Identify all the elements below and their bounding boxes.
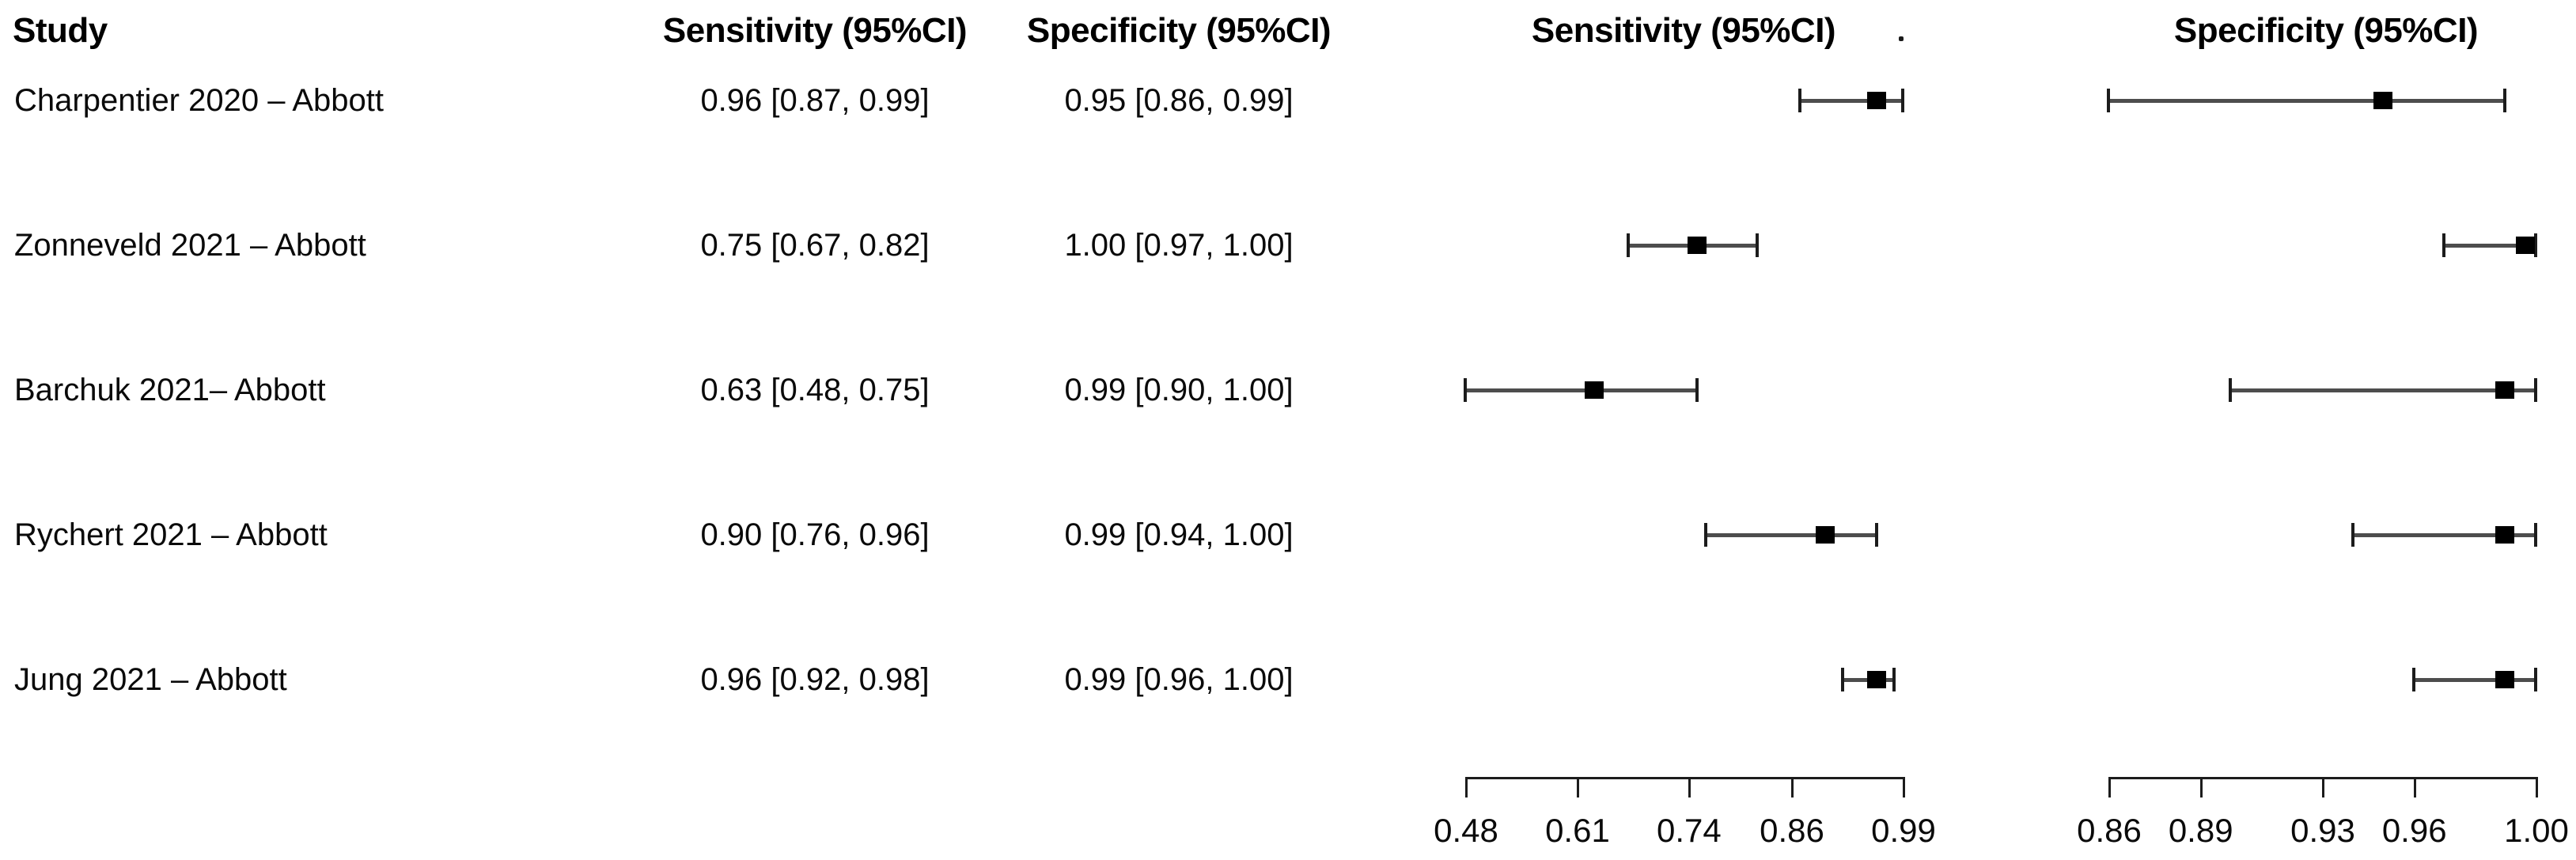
stray-dot (1899, 36, 1904, 41)
sensitivity-value: 0.96 [0.87, 0.99] (700, 82, 930, 118)
specificity-axis-tick-label: 0.96 (2381, 812, 2447, 849)
specificity-ci-cap-high (2534, 523, 2537, 547)
sensitivity-ci-cap-high (1695, 378, 1699, 402)
specificity-ci-cap-low (2229, 378, 2233, 402)
specificity-axis-tick-label: 0.86 (2077, 812, 2142, 849)
sensitivity-axis-tick-label: 0.74 (1657, 812, 1722, 849)
specificity-estimate-marker (2495, 671, 2515, 688)
specificity-plot-header: Specificity (95%CI) (2173, 11, 2479, 50)
sensitivity-ci-cap-low (1627, 233, 1631, 257)
specificity-value: 1.00 [0.97, 1.00] (1064, 227, 1294, 263)
specificity-axis-tick (2536, 777, 2538, 797)
sensitivity-ci-cap-low (1841, 668, 1845, 691)
sensitivity-value: 0.90 [0.76, 0.96] (700, 517, 930, 552)
sensitivity-estimate-marker (1687, 237, 1707, 254)
specificity-value: 0.99 [0.90, 1.00] (1064, 372, 1294, 407)
sensitivity-axis-tick (1688, 777, 1691, 797)
sensitivity-axis-tick-label: 0.48 (1434, 812, 1498, 849)
sensitivity-estimate-marker (1867, 92, 1887, 109)
sensitivity-ci-line (1705, 533, 1877, 537)
study-name: Charpentier 2020 – Abbott (14, 82, 385, 118)
sensitivity-value: 0.63 [0.48, 0.75] (700, 372, 930, 407)
specificity-estimate-marker (2373, 92, 2393, 109)
sensitivity-value: 0.96 [0.92, 0.98] (700, 661, 930, 697)
specificity-estimate-marker (2495, 526, 2515, 544)
sensitivity-ci-cap-low (1703, 523, 1707, 547)
specificity-ci-line (2444, 244, 2536, 248)
specificity-axis-tick-label: 1.00 (2504, 812, 2569, 849)
specificity-ci-cap-high (2534, 378, 2537, 402)
specificity-value: 0.99 [0.94, 1.00] (1064, 517, 1294, 552)
specificity-ci-cap-low (2442, 233, 2446, 257)
study-name: Rychert 2021 – Abbott (14, 517, 328, 552)
sensitivity-ci-line (1799, 99, 1903, 103)
study-name: Jung 2021 – Abbott (14, 661, 287, 697)
sensitivity-ci-cap-high (1755, 233, 1759, 257)
sensitivity-column-header: Sensitivity (95%CI) (662, 11, 968, 50)
sensitivity-axis-tick (1465, 777, 1468, 797)
sensitivity-estimate-marker (1584, 381, 1604, 399)
study-column-header: Study (13, 11, 108, 50)
sensitivity-estimate-marker (1816, 526, 1835, 544)
specificity-ci-cap-high (2534, 668, 2537, 691)
sensitivity-ci-line (1465, 388, 1697, 392)
sensitivity-axis-tick-label: 0.61 (1545, 812, 1610, 849)
specificity-ci-line (2230, 388, 2536, 392)
specificity-column-header: Specificity (95%CI) (1026, 11, 1332, 50)
sensitivity-plot-header: Sensitivity (95%CI) (1531, 11, 1836, 50)
specificity-axis-tick (2322, 777, 2324, 797)
study-name: Zonneveld 2021 – Abbott (14, 227, 366, 263)
specificity-ci-line (2352, 533, 2536, 537)
specificity-ci-cap-low (2411, 668, 2415, 691)
sensitivity-axis-tick (1903, 777, 1905, 797)
sensitivity-axis-tick-label: 0.99 (1871, 812, 1936, 849)
specificity-axis-tick (2199, 777, 2203, 797)
sensitivity-ci-cap-low (1464, 378, 1467, 402)
sensitivity-axis-line (1465, 777, 1905, 779)
study-name: Barchuk 2021– Abbott (14, 372, 326, 407)
specificity-ci-cap-high (2534, 233, 2537, 257)
specificity-axis-tick (2108, 777, 2111, 797)
sensitivity-estimate-marker (1867, 671, 1887, 688)
sensitivity-ci-cap-high (1875, 523, 1879, 547)
specificity-ci-line (2108, 99, 2506, 103)
specificity-axis-tick-label: 0.93 (2290, 812, 2355, 849)
specificity-value: 0.99 [0.96, 1.00] (1064, 661, 1294, 697)
specificity-ci-line (2413, 678, 2536, 682)
specificity-ci-cap-low (2351, 523, 2354, 547)
sensitivity-axis-tick (1576, 777, 1579, 797)
specificity-value: 0.95 [0.86, 0.99] (1064, 82, 1294, 118)
sensitivity-value: 0.75 [0.67, 0.82] (700, 227, 930, 263)
sensitivity-axis-tick-label: 0.86 (1760, 812, 1824, 849)
specificity-axis-tick (2413, 777, 2416, 797)
specificity-estimate-marker (2495, 381, 2515, 399)
sensitivity-ci-cap-low (1798, 89, 1801, 112)
specificity-ci-cap-low (2107, 89, 2110, 112)
sensitivity-axis-tick (1791, 777, 1794, 797)
specificity-ci-cap-high (2503, 89, 2507, 112)
specificity-estimate-marker (2516, 237, 2535, 254)
sensitivity-ci-cap-high (1901, 89, 1904, 112)
specificity-axis-tick-label: 0.89 (2168, 812, 2233, 849)
sensitivity-ci-cap-high (1892, 668, 1896, 691)
